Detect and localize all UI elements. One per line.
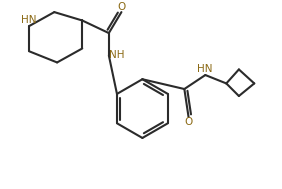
Text: HN: HN	[21, 15, 36, 25]
Text: NH: NH	[109, 50, 124, 60]
Text: O: O	[118, 2, 126, 12]
Text: HN: HN	[197, 64, 213, 74]
Text: O: O	[184, 117, 193, 127]
